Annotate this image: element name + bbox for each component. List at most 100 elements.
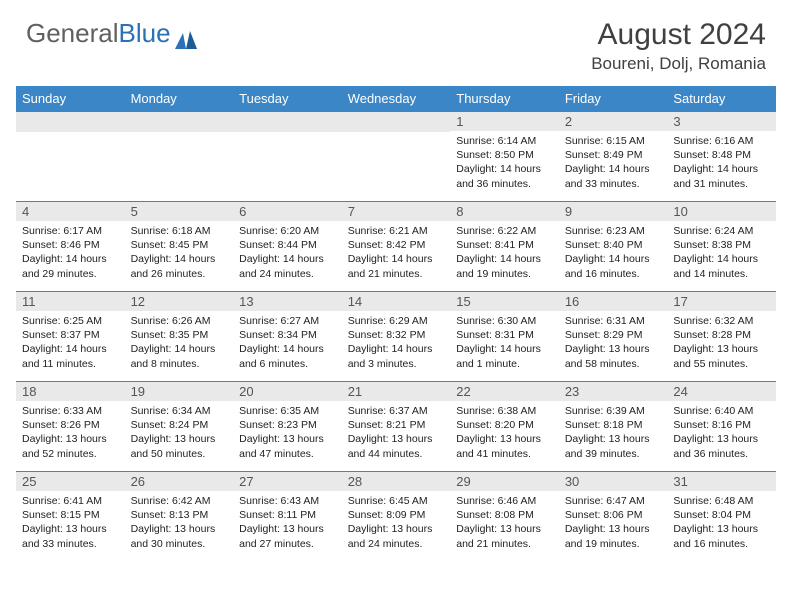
calendar-day-cell: 28Sunrise: 6:45 AMSunset: 8:09 PMDayligh… — [342, 472, 451, 562]
day-number: 23 — [559, 382, 668, 401]
calendar-day-cell: 18Sunrise: 6:33 AMSunset: 8:26 PMDayligh… — [16, 382, 125, 472]
daylight-text: Daylight: 13 hours and 27 minutes. — [239, 522, 336, 550]
daylight-text: Daylight: 14 hours and 6 minutes. — [239, 342, 336, 370]
day-number: 4 — [16, 202, 125, 221]
daylight-text: Daylight: 14 hours and 26 minutes. — [131, 252, 228, 280]
calendar-week-row: 18Sunrise: 6:33 AMSunset: 8:26 PMDayligh… — [16, 382, 776, 472]
day-details: Sunrise: 6:24 AMSunset: 8:38 PMDaylight:… — [667, 221, 776, 283]
day-details: Sunrise: 6:43 AMSunset: 8:11 PMDaylight:… — [233, 491, 342, 553]
day-details: Sunrise: 6:47 AMSunset: 8:06 PMDaylight:… — [559, 491, 668, 553]
daylight-text: Daylight: 14 hours and 11 minutes. — [22, 342, 119, 370]
sunrise-text: Sunrise: 6:41 AM — [22, 494, 119, 508]
day-details: Sunrise: 6:33 AMSunset: 8:26 PMDaylight:… — [16, 401, 125, 463]
sunset-text: Sunset: 8:23 PM — [239, 418, 336, 432]
sunset-text: Sunset: 8:41 PM — [456, 238, 553, 252]
day-number: 2 — [559, 112, 668, 131]
calendar-day-cell: 2 Sunrise: 6:15 AMSunset: 8:49 PMDaylight… — [559, 112, 668, 202]
calendar-day-cell: 30Sunrise: 6:47 AMSunset: 8:06 PMDayligh… — [559, 472, 668, 562]
day-number: 24 — [667, 382, 776, 401]
day-details: Sunrise: 6:21 AMSunset: 8:42 PMDaylight:… — [342, 221, 451, 283]
sunrise-text: Sunrise: 6:21 AM — [348, 224, 445, 238]
calendar-day-cell: 6Sunrise: 6:20 AMSunset: 8:44 PMDaylight… — [233, 202, 342, 292]
weekday-header: Friday — [559, 86, 668, 112]
logo-icon — [175, 25, 197, 43]
calendar-day-cell: 7Sunrise: 6:21 AMSunset: 8:42 PMDaylight… — [342, 202, 451, 292]
sunset-text: Sunset: 8:04 PM — [673, 508, 770, 522]
daylight-text: Daylight: 13 hours and 33 minutes. — [22, 522, 119, 550]
sunrise-text: Sunrise: 6:42 AM — [131, 494, 228, 508]
calendar-day-cell — [16, 112, 125, 202]
day-number: 6 — [233, 202, 342, 221]
daylight-text: Daylight: 13 hours and 41 minutes. — [456, 432, 553, 460]
sunset-text: Sunset: 8:08 PM — [456, 508, 553, 522]
sunrise-text: Sunrise: 6:31 AM — [565, 314, 662, 328]
weekday-header: Monday — [125, 86, 234, 112]
daylight-text: Daylight: 14 hours and 33 minutes. — [565, 162, 662, 190]
day-number: 15 — [450, 292, 559, 311]
day-details: Sunrise: 6:25 AMSunset: 8:37 PMDaylight:… — [16, 311, 125, 373]
day-number: 28 — [342, 472, 451, 491]
sunset-text: Sunset: 8:29 PM — [565, 328, 662, 342]
sunrise-text: Sunrise: 6:29 AM — [348, 314, 445, 328]
day-number: 14 — [342, 292, 451, 311]
day-number: 31 — [667, 472, 776, 491]
sunrise-text: Sunrise: 6:18 AM — [131, 224, 228, 238]
daylight-text: Daylight: 13 hours and 21 minutes. — [456, 522, 553, 550]
daylight-text: Daylight: 13 hours and 16 minutes. — [673, 522, 770, 550]
daylight-text: Daylight: 13 hours and 24 minutes. — [348, 522, 445, 550]
daylight-text: Daylight: 13 hours and 58 minutes. — [565, 342, 662, 370]
day-number: 10 — [667, 202, 776, 221]
weekday-header: Saturday — [667, 86, 776, 112]
sunset-text: Sunset: 8:34 PM — [239, 328, 336, 342]
day-number: 1 — [450, 112, 559, 131]
sunset-text: Sunset: 8:42 PM — [348, 238, 445, 252]
day-details: Sunrise: 6:26 AMSunset: 8:35 PMDaylight:… — [125, 311, 234, 373]
day-details: Sunrise: 6:42 AMSunset: 8:13 PMDaylight:… — [125, 491, 234, 553]
calendar-day-cell — [342, 112, 451, 202]
weekday-header: Wednesday — [342, 86, 451, 112]
sunset-text: Sunset: 8:48 PM — [673, 148, 770, 162]
sunset-text: Sunset: 8:28 PM — [673, 328, 770, 342]
brand-logo: GeneralBlue — [26, 18, 197, 49]
day-details: Sunrise: 6:45 AMSunset: 8:09 PMDaylight:… — [342, 491, 451, 553]
sunset-text: Sunset: 8:31 PM — [456, 328, 553, 342]
sunrise-text: Sunrise: 6:30 AM — [456, 314, 553, 328]
calendar-day-cell: 22Sunrise: 6:38 AMSunset: 8:20 PMDayligh… — [450, 382, 559, 472]
sunrise-text: Sunrise: 6:27 AM — [239, 314, 336, 328]
day-number: 20 — [233, 382, 342, 401]
day-details: Sunrise: 6:41 AMSunset: 8:15 PMDaylight:… — [16, 491, 125, 553]
daylight-text: Daylight: 14 hours and 24 minutes. — [239, 252, 336, 280]
daylight-text: Daylight: 14 hours and 31 minutes. — [673, 162, 770, 190]
sunset-text: Sunset: 8:49 PM — [565, 148, 662, 162]
day-number: 9 — [559, 202, 668, 221]
sunrise-text: Sunrise: 6:16 AM — [673, 134, 770, 148]
weekday-header: Thursday — [450, 86, 559, 112]
sunset-text: Sunset: 8:21 PM — [348, 418, 445, 432]
day-number: 16 — [559, 292, 668, 311]
day-details: Sunrise: 6:48 AMSunset: 8:04 PMDaylight:… — [667, 491, 776, 553]
day-number — [125, 112, 234, 132]
day-number: 5 — [125, 202, 234, 221]
sunset-text: Sunset: 8:44 PM — [239, 238, 336, 252]
sunrise-text: Sunrise: 6:34 AM — [131, 404, 228, 418]
day-number: 25 — [16, 472, 125, 491]
daylight-text: Daylight: 13 hours and 30 minutes. — [131, 522, 228, 550]
calendar-day-cell: 8Sunrise: 6:22 AMSunset: 8:41 PMDaylight… — [450, 202, 559, 292]
sunrise-text: Sunrise: 6:26 AM — [131, 314, 228, 328]
daylight-text: Daylight: 13 hours and 19 minutes. — [565, 522, 662, 550]
calendar-day-cell — [125, 112, 234, 202]
day-number: 12 — [125, 292, 234, 311]
sunset-text: Sunset: 8:35 PM — [131, 328, 228, 342]
sunrise-text: Sunrise: 6:46 AM — [456, 494, 553, 508]
day-details: Sunrise: 6:17 AMSunset: 8:46 PMDaylight:… — [16, 221, 125, 283]
sunrise-text: Sunrise: 6:38 AM — [456, 404, 553, 418]
weekday-header: Sunday — [16, 86, 125, 112]
day-details: Sunrise: 6:46 AMSunset: 8:08 PMDaylight:… — [450, 491, 559, 553]
sunrise-text: Sunrise: 6:15 AM — [565, 134, 662, 148]
calendar-week-row: 4Sunrise: 6:17 AMSunset: 8:46 PMDaylight… — [16, 202, 776, 292]
calendar-header-row: SundayMondayTuesdayWednesdayThursdayFrid… — [16, 86, 776, 112]
daylight-text: Daylight: 14 hours and 21 minutes. — [348, 252, 445, 280]
day-details: Sunrise: 6:31 AMSunset: 8:29 PMDaylight:… — [559, 311, 668, 373]
sunset-text: Sunset: 8:09 PM — [348, 508, 445, 522]
sunrise-text: Sunrise: 6:32 AM — [673, 314, 770, 328]
